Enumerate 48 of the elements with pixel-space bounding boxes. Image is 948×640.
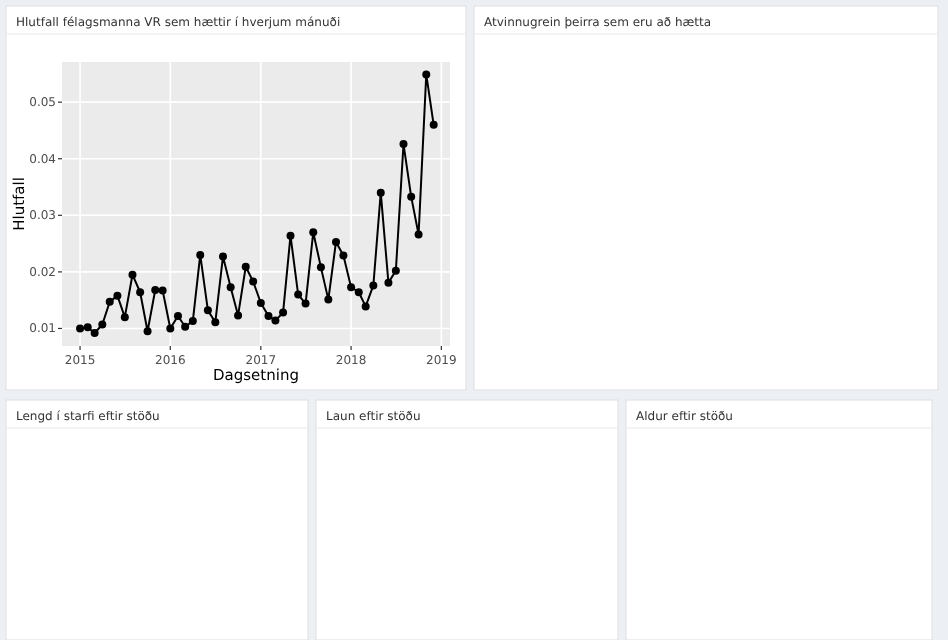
point	[361, 302, 370, 311]
point	[249, 277, 258, 286]
point	[203, 306, 212, 315]
point	[354, 288, 363, 297]
point	[384, 278, 393, 287]
point	[234, 311, 243, 320]
point	[158, 286, 167, 295]
point	[166, 324, 175, 333]
point	[83, 323, 92, 332]
point	[429, 120, 438, 129]
point	[151, 285, 160, 294]
point	[264, 312, 273, 321]
point	[113, 291, 122, 300]
point	[211, 318, 220, 327]
point	[188, 317, 197, 326]
point	[271, 316, 280, 325]
point	[173, 312, 182, 321]
point	[422, 70, 431, 79]
point	[279, 308, 288, 317]
point	[301, 299, 310, 308]
point	[143, 327, 152, 336]
point	[218, 252, 227, 261]
point	[369, 281, 378, 290]
point	[136, 288, 145, 297]
point	[414, 230, 423, 239]
point	[391, 266, 400, 275]
point	[241, 262, 250, 271]
point	[98, 320, 107, 329]
point	[399, 140, 408, 149]
point	[294, 290, 303, 299]
point	[339, 251, 348, 260]
point	[332, 237, 340, 246]
point	[376, 188, 385, 197]
point	[286, 231, 295, 240]
point	[347, 283, 356, 292]
point	[196, 250, 205, 259]
point	[256, 299, 265, 307]
point	[324, 295, 333, 304]
point	[76, 324, 85, 333]
point	[90, 328, 99, 337]
point	[120, 313, 129, 322]
point	[226, 283, 235, 292]
point	[309, 228, 318, 237]
point	[316, 263, 325, 272]
point	[128, 270, 137, 279]
point	[181, 322, 190, 331]
point	[105, 297, 114, 306]
point	[407, 192, 416, 201]
